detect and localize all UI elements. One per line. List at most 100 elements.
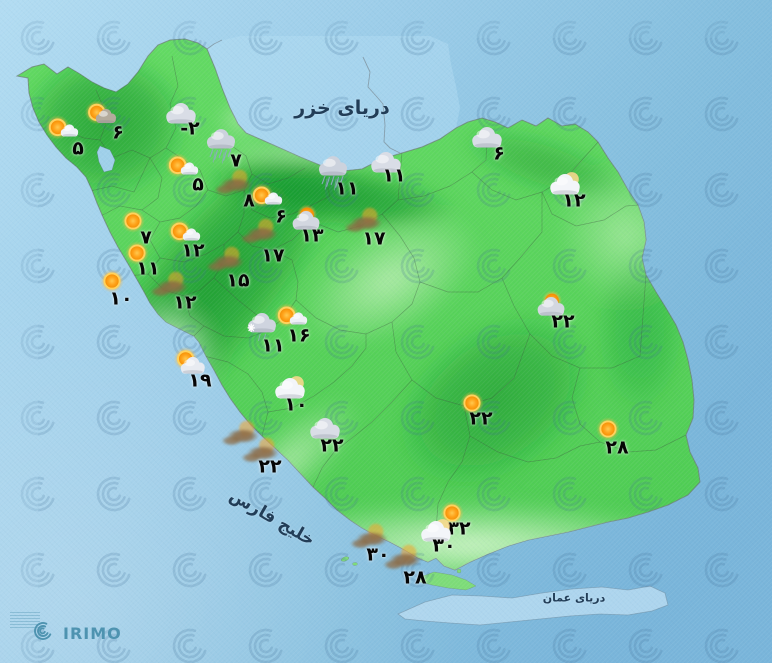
weather-station	[595, 416, 622, 443]
irimo-logo: IRIMO	[8, 605, 148, 657]
temperature-label: ۷	[230, 149, 242, 172]
weather-station	[416, 516, 456, 546]
sun-darkcloud-icon	[84, 100, 117, 125]
temperature-label: ۱۲	[562, 189, 586, 212]
dust-icon	[344, 207, 383, 233]
temperature-label: ۱۱	[261, 334, 285, 357]
weather-station	[467, 122, 507, 152]
oman-sea-label: دریای عمان	[542, 591, 606, 605]
temperature-label: ۱۲	[181, 239, 205, 262]
dust-icon	[241, 437, 280, 463]
rain-icon	[318, 156, 348, 191]
snow-icon	[247, 313, 276, 341]
cloud-icon	[472, 127, 502, 148]
dust-icon	[206, 246, 245, 272]
temperature-label: ۲۲	[320, 434, 344, 457]
sun-graycloud-icon	[537, 290, 565, 317]
dust-icon	[214, 169, 253, 195]
temperature-label: ۲۲	[469, 407, 493, 430]
sun-small-cloud-icon	[274, 303, 308, 328]
temperature-label: ۱۱	[382, 164, 406, 187]
temperature-label: ۱۰	[284, 393, 308, 416]
temperature-label: -۲	[180, 117, 200, 140]
temperature-label: ۶	[112, 121, 124, 144]
weather-station	[237, 215, 287, 251]
weather-station	[439, 500, 466, 527]
temperature-label: ۱۵	[226, 269, 250, 292]
dust-icon	[350, 523, 389, 549]
weather-station	[99, 268, 126, 295]
temperature-label: ۲۲	[258, 455, 282, 478]
logo-fineprint	[10, 612, 40, 630]
temperature-label: ۱۱	[335, 177, 359, 200]
temperature-label: ۱۹	[188, 369, 212, 392]
temperature-label: ۲۲	[551, 310, 575, 333]
dust-icon	[383, 544, 422, 570]
sun-icon	[100, 269, 124, 293]
weather-station	[238, 434, 288, 470]
white-cloud-icon	[275, 376, 305, 399]
dust-icon	[221, 420, 260, 446]
temperature-label: ۳۰	[366, 543, 390, 566]
weather-station	[166, 218, 206, 251]
weather-station	[305, 413, 345, 443]
temperature-label: ۳۲	[447, 517, 471, 540]
temperature-label: ۳۰	[432, 534, 456, 557]
weather-station	[218, 417, 268, 453]
sun-small-cloud-icon	[167, 219, 201, 244]
sun-icon	[125, 241, 149, 265]
weather-station	[161, 98, 201, 128]
weather-station	[314, 151, 352, 191]
temperature-label: ۱۱	[136, 257, 160, 280]
caspian-sea-label: دریای خزر	[294, 97, 390, 119]
weather-station	[347, 520, 397, 556]
irimo-spiral-icon	[34, 622, 52, 640]
weather-station	[530, 290, 574, 321]
temperature-label: ۱۳	[300, 224, 324, 247]
weather-station	[120, 208, 147, 235]
weather-station	[341, 204, 391, 240]
temperature-label: ۱۷	[261, 244, 285, 267]
weather-station	[147, 268, 197, 304]
dust-icon	[240, 218, 279, 244]
weather-station	[273, 302, 313, 335]
weather-station	[459, 390, 486, 417]
rain-icon	[206, 129, 236, 164]
weather-station	[243, 309, 281, 345]
temperature-label: ۶	[493, 142, 505, 165]
temperature-label: ۲۸	[403, 566, 427, 589]
sun-icon	[440, 501, 464, 525]
weather-station	[203, 243, 253, 279]
weather-station	[124, 240, 151, 267]
temperature-label: ۱۶	[287, 324, 311, 347]
weather-station	[171, 346, 213, 380]
temperature-label: ۷	[140, 226, 152, 249]
weather-station	[248, 182, 288, 215]
temperature-label: ۱۷	[362, 227, 386, 250]
weather-station	[202, 124, 240, 164]
weather-station	[84, 100, 124, 133]
sun-small-cloud-icon	[165, 153, 199, 178]
temperature-label: ۵	[192, 173, 204, 196]
temperature-label: ۸	[243, 189, 255, 212]
sun-graycloud-icon	[292, 204, 320, 231]
weather-station	[164, 152, 204, 185]
temperature-label: ۱۰	[109, 287, 133, 310]
temperature-label: ۱۲	[173, 291, 197, 314]
sun-icon	[121, 209, 145, 233]
sun-icon	[596, 417, 620, 441]
weather-station	[366, 147, 406, 177]
weather-station	[211, 166, 261, 202]
dust-icon	[150, 271, 189, 297]
white-cloud-icon	[421, 519, 451, 542]
weather-station	[545, 169, 585, 199]
weather-station	[285, 204, 329, 235]
temperature-label: ۲۸	[605, 436, 629, 459]
temperature-label: ۵	[72, 137, 84, 160]
weather-station	[270, 373, 310, 403]
cloud-icon	[310, 418, 340, 439]
weather-station	[380, 541, 430, 577]
sun-icon	[460, 391, 484, 415]
